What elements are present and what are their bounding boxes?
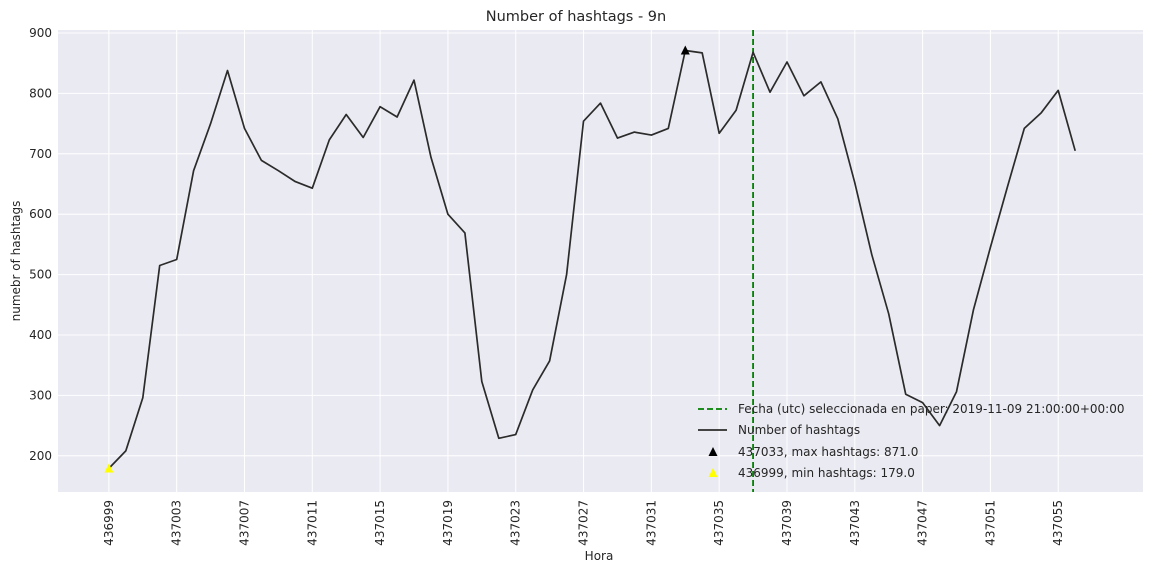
x-tick-label: 437019 [441, 500, 455, 546]
x-tick-label: 437035 [712, 500, 726, 546]
y-tick-label: 900 [29, 26, 52, 40]
y-tick-label: 300 [29, 388, 52, 402]
y-tick-label: 700 [29, 147, 52, 161]
x-tick-label: 437055 [1051, 500, 1065, 546]
series-line [108, 49, 1077, 469]
y-tick-label: 600 [29, 207, 52, 221]
max-marker [680, 45, 690, 55]
min-marker [104, 463, 114, 473]
x-tick-label: 437043 [848, 500, 862, 546]
marker-layer [104, 45, 690, 473]
grid-lines [58, 30, 1143, 492]
x-tick-label: 437039 [780, 500, 794, 546]
x-tick-label: 437003 [170, 500, 184, 546]
legend-swatch-min-marker [708, 468, 718, 477]
x-tick-label: 437007 [237, 500, 251, 546]
y-axis-ticks: 200 300 400 500 600 700 800 900 [29, 26, 52, 463]
legend-swatch-max-marker [708, 447, 718, 456]
y-tick-label: 400 [29, 328, 52, 342]
x-tick-label: 437031 [644, 500, 658, 546]
x-tick-label: 437051 [983, 500, 997, 546]
x-tick-label: 437027 [577, 500, 591, 546]
chart-title: Number of hashtags - 9n [486, 9, 666, 25]
y-tick-label: 200 [29, 449, 52, 463]
x-axis-ticks: 436999 437003 437007 437011 437015 437019 4370… [102, 500, 1065, 546]
x-axis-label: Hora [585, 549, 614, 563]
x-tick-label: 436999 [102, 500, 116, 546]
x-tick-label: 437011 [305, 500, 319, 546]
legend-label-min-marker: 436999, min hashtags: 179.0 [738, 466, 915, 480]
legend-label-reference-line: Fecha (utc) seleccionada en paper: 2019-… [738, 402, 1125, 416]
x-tick-label: 437023 [509, 500, 523, 546]
y-axis-label: numebr of hashtags [9, 201, 23, 322]
legend: Fecha (utc) seleccionada en paper: 2019-… [698, 402, 1125, 480]
series-layer [108, 49, 1077, 469]
legend-label-max-marker: 437033, max hashtags: 871.0 [738, 445, 918, 459]
x-tick-label: 437015 [373, 500, 387, 546]
y-tick-label: 800 [29, 86, 52, 100]
x-tick-label: 437047 [916, 500, 930, 546]
plot-area [58, 30, 1143, 492]
legend-label-series: Number of hashtags [738, 423, 860, 437]
y-tick-label: 500 [29, 268, 52, 282]
